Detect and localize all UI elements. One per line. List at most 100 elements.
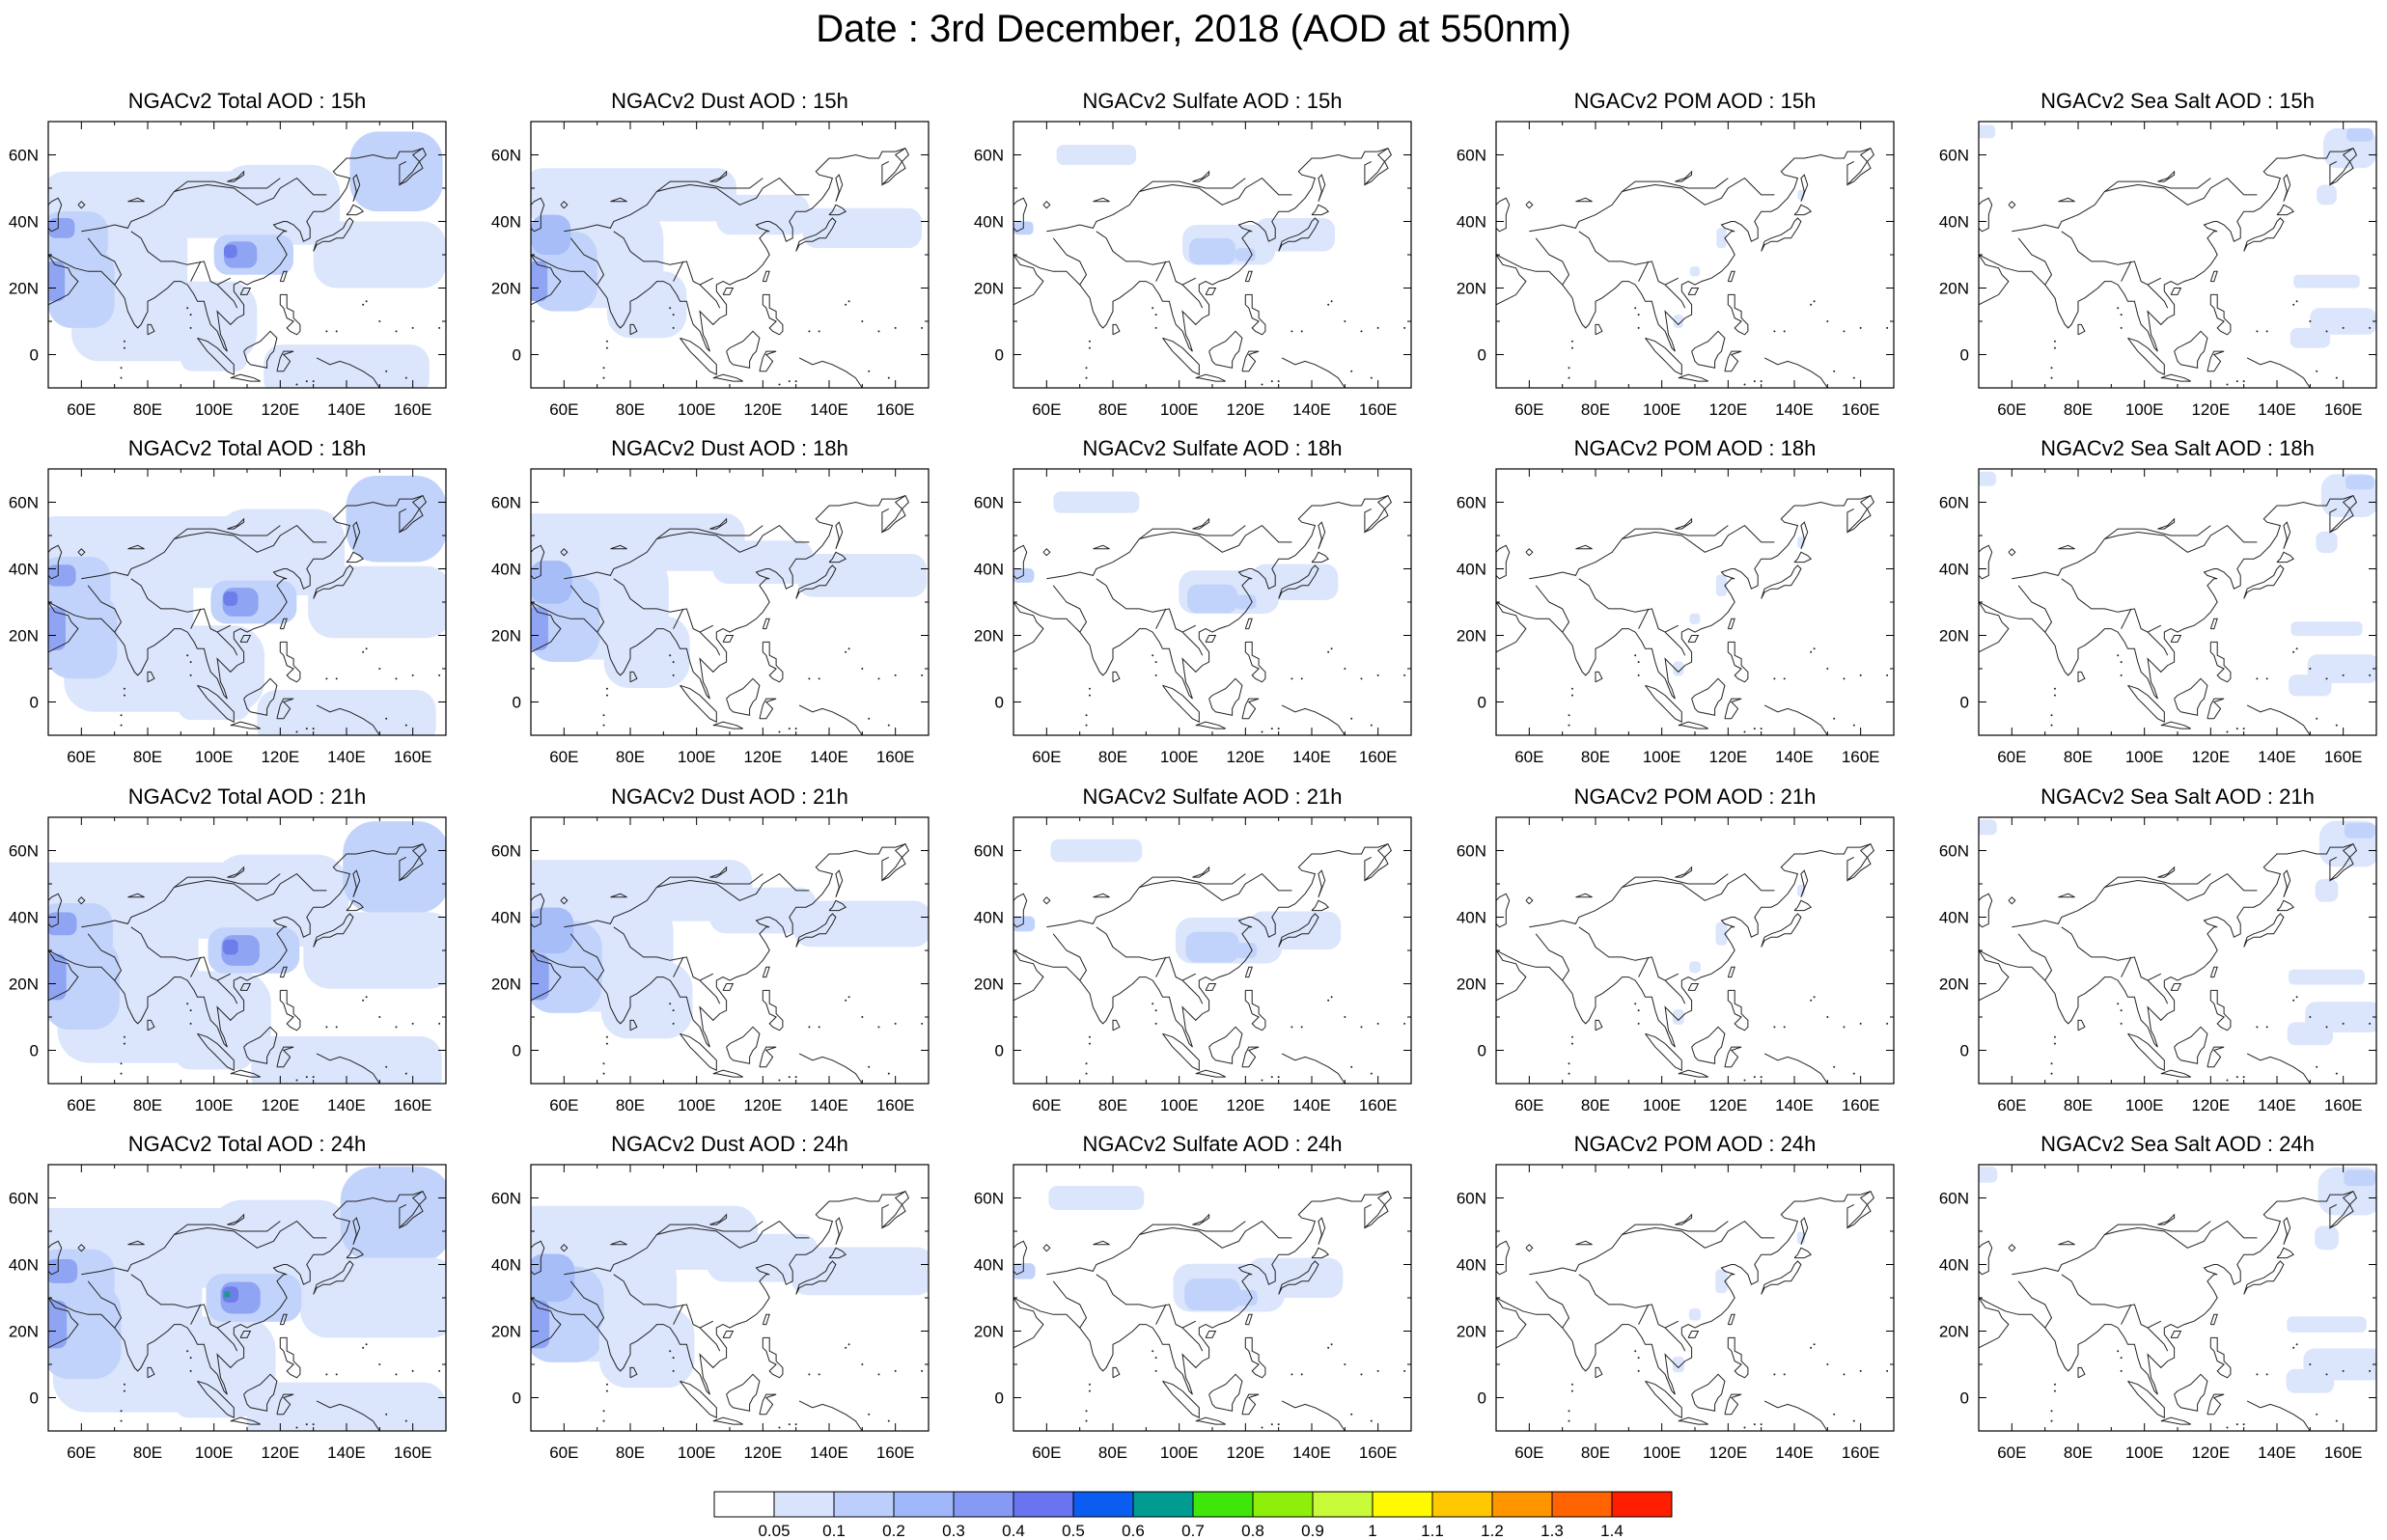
- coastline: [835, 174, 844, 202]
- coastline: [1496, 254, 1527, 306]
- island: [1344, 1016, 1346, 1018]
- island: [362, 303, 365, 306]
- coastlines: [531, 1190, 924, 1431]
- coastline: [1496, 1190, 1875, 1395]
- aod-cell: [1715, 1269, 1728, 1294]
- coastline: [1691, 1026, 1726, 1064]
- island: [1085, 1410, 1088, 1413]
- coastline: [174, 1221, 281, 1235]
- coastline: [759, 1046, 777, 1068]
- island: [1085, 1062, 1088, 1065]
- lon-tick-label: 120E: [1226, 1096, 1264, 1114]
- island: [1154, 1357, 1157, 1360]
- coastline: [762, 1313, 770, 1326]
- aod-cell: [2287, 1316, 2367, 1333]
- coastline: [1155, 1304, 1167, 1325]
- coastline: [2329, 495, 2354, 533]
- coastline: [1678, 1069, 1708, 1078]
- colorbar-swatch: [1072, 1491, 1134, 1518]
- aod-cell: [1255, 218, 1336, 252]
- island: [385, 370, 388, 372]
- lon-tick-label: 140E: [2258, 1096, 2296, 1114]
- aod-cell: [531, 1300, 550, 1349]
- coastline: [1139, 873, 1246, 888]
- lat-tick-label: 60N: [1457, 1190, 1486, 1208]
- coastline: [1192, 1213, 1210, 1225]
- coastline: [2209, 1336, 2232, 1379]
- coastline: [1979, 544, 1993, 580]
- lon-tick-label: 140E: [810, 748, 848, 766]
- lat-tick-label: 20N: [9, 627, 39, 646]
- coastline: [1112, 323, 1121, 336]
- island: [189, 1022, 192, 1025]
- aod-cell: [1184, 1278, 1240, 1311]
- island: [2309, 1016, 2312, 1018]
- panel-title: NGACv2 Sulfate AOD : 15h: [1082, 89, 1342, 113]
- coastline: [2160, 721, 2191, 729]
- island: [1291, 1373, 1293, 1376]
- colorbar-label: 1.4: [1600, 1522, 1624, 1540]
- island: [123, 687, 125, 690]
- coastline: [2104, 178, 2211, 192]
- coastline: [1724, 1393, 1742, 1416]
- island: [669, 307, 672, 310]
- coastline: [1645, 1032, 1682, 1072]
- coastline: [1675, 866, 1693, 878]
- colorbar-label: 1.1: [1421, 1522, 1444, 1540]
- coastline: [560, 896, 569, 905]
- island: [1637, 661, 1640, 664]
- coastline: [1638, 956, 1650, 977]
- lon-tick-label: 120E: [261, 1096, 299, 1114]
- island: [2265, 1373, 2268, 1376]
- lat-tick-label: 60N: [974, 147, 1004, 165]
- aod-cell: [251, 1036, 442, 1084]
- island: [1783, 1373, 1786, 1376]
- lon-tick-label: 80E: [133, 400, 162, 419]
- island: [2309, 320, 2312, 322]
- coastline: [762, 641, 784, 683]
- coastline: [87, 933, 123, 981]
- island: [378, 1016, 381, 1018]
- coastline: [1575, 1240, 1593, 1246]
- aod-cell: [531, 1253, 575, 1303]
- coastline: [1046, 524, 1292, 580]
- island: [1568, 376, 1570, 379]
- coastline: [399, 148, 424, 185]
- island: [2335, 1072, 2338, 1075]
- island: [1370, 1072, 1373, 1075]
- lon-tick-label: 60E: [1514, 400, 1543, 419]
- lat-tick-label: 40N: [1457, 213, 1486, 232]
- colorbar-swatch: [1551, 1491, 1613, 1518]
- island: [438, 674, 441, 676]
- lat-tick-label: 60N: [1939, 842, 1969, 861]
- island: [877, 677, 880, 680]
- coastline: [656, 873, 763, 888]
- island: [189, 1009, 192, 1012]
- island: [120, 367, 123, 370]
- lon-tick-label: 80E: [1581, 1096, 1610, 1114]
- island: [1088, 1035, 1091, 1038]
- coastline: [1052, 237, 1088, 286]
- island: [2235, 380, 2238, 383]
- island: [2316, 1065, 2318, 1068]
- lat-tick-label: 20N: [491, 627, 521, 646]
- coastline: [828, 204, 847, 216]
- island: [794, 1423, 797, 1426]
- lat-tick-label: 40N: [1457, 1256, 1486, 1275]
- lat-tick-label: 20N: [9, 1323, 39, 1341]
- island: [847, 647, 850, 650]
- island: [2309, 668, 2312, 670]
- coastline: [243, 1373, 278, 1412]
- colorbar-swatch: [893, 1491, 955, 1518]
- aod-field: [531, 860, 929, 1039]
- coastline: [352, 869, 361, 897]
- lon-tick-label: 60E: [1514, 1444, 1543, 1462]
- aod-cell: [1188, 237, 1236, 265]
- coastline: [1800, 174, 1809, 202]
- island: [868, 717, 871, 720]
- island: [794, 728, 797, 730]
- colorbar-label: 0.4: [1002, 1522, 1025, 1540]
- island: [2120, 661, 2123, 664]
- coastline: [346, 1247, 365, 1259]
- lon-tick-label: 160E: [1842, 400, 1880, 419]
